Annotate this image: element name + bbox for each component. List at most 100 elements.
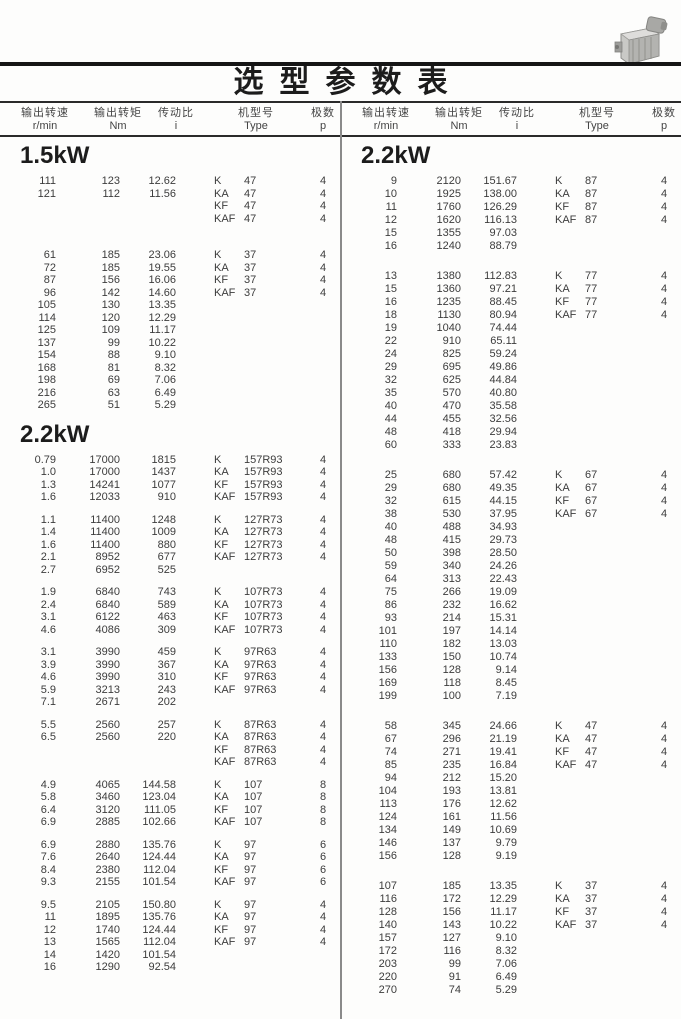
cell-output-torque: 11400 (90, 513, 120, 526)
cell-ratio: 150.80 (142, 898, 176, 911)
cell-ratio: 463 (157, 611, 176, 623)
cell-type-prefix (555, 534, 585, 547)
cell-output-torque: 615 (442, 495, 461, 507)
header-label: 机型号 (238, 106, 274, 119)
cell-poles: 4 (319, 200, 327, 212)
cell-poles (306, 387, 340, 400)
cell-type-model: 87 (585, 201, 598, 213)
cell-type-model: 97 (244, 851, 257, 863)
cell-ratio: 309 (157, 623, 176, 636)
cell-output-speed: 75 (384, 586, 397, 598)
cell-type-prefix (555, 785, 585, 798)
cell-ratio: 126.29 (483, 201, 517, 213)
cell-type-model: 107R73 (244, 586, 283, 598)
header-label: 极数 (311, 106, 335, 119)
cell-poles: 4 (319, 683, 327, 696)
header-output-speed: 输出转速 r/min (0, 103, 90, 135)
cell-type-model: 87R63 (244, 756, 277, 768)
cell-output-speed: 24 (384, 348, 397, 360)
row-block: 3.1 3990 459 K 97R63 4 3.9 3990 367 KA 97R63 4 4.6 39… (0, 646, 340, 709)
cell-output-torque: 1420 (95, 948, 120, 961)
cell-type-prefix: KAF (214, 551, 236, 563)
cell-output-speed: 59 (384, 560, 397, 572)
cell-output-torque: 1380 (436, 270, 461, 282)
cell-ratio: 23.83 (489, 439, 517, 451)
cell-ratio: 11.56 (490, 811, 517, 823)
cell-type-model: 47 (244, 212, 257, 225)
table-row: 32 615 44.15 KF 67 4 (341, 495, 681, 508)
cell-ratio: 40.80 (489, 387, 517, 399)
table-row: 14 1420 101.54 (0, 949, 340, 962)
cell-output-speed: 1.1 (40, 513, 56, 526)
cell-ratio: 135.76 (142, 911, 176, 923)
cell-type-prefix (555, 932, 585, 945)
cell-type-model: 127R73 (244, 513, 283, 526)
cell-output-torque: 51 (107, 399, 120, 411)
cell-poles: 4 (319, 286, 327, 299)
cell-poles (647, 772, 681, 785)
cell-type-prefix (214, 337, 244, 350)
cell-type-model (585, 664, 641, 677)
cell-poles (647, 322, 681, 335)
table-row: 203 99 7.06 (341, 958, 681, 971)
cell-output-torque: 2560 (95, 731, 120, 743)
cell-output-speed: 2.1 (40, 551, 56, 563)
cell-ratio: 74.44 (489, 322, 517, 334)
cell-output-speed: 16 (384, 240, 397, 252)
cell-output-torque: 99 (107, 336, 120, 349)
header-output-torque: 输出转矩 Nm (90, 103, 146, 135)
cell-ratio: 525 (157, 563, 176, 576)
cell-poles (647, 534, 681, 547)
cell-output-speed: 2.4 (40, 598, 56, 611)
table-row: 3.1 3990 459 K 97R63 4 (0, 646, 340, 659)
cell-type-model (244, 299, 300, 312)
cell-type-model (585, 971, 641, 984)
cell-ratio: 37.95 (489, 508, 517, 520)
power-section-title: 2.2kW (20, 420, 90, 448)
cell-ratio: 11.17 (149, 324, 176, 336)
cell-type-prefix: K (214, 718, 222, 731)
table-row: 146 137 9.79 (341, 837, 681, 850)
cell-output-torque: 99 (448, 958, 461, 970)
header-label: 极数 (652, 106, 676, 119)
cell-output-speed: 4.9 (40, 778, 56, 791)
cell-output-speed: 105 (37, 299, 56, 311)
header-type: 机型号 Type (206, 103, 306, 135)
cell-poles (306, 961, 340, 974)
table-row: 156 128 9.14 (341, 664, 681, 677)
cell-poles: 4 (319, 551, 327, 563)
cell-poles (647, 240, 681, 253)
cell-ratio: 367 (157, 658, 176, 671)
cell-poles: 4 (660, 746, 668, 758)
cell-ratio: 19.41 (489, 746, 517, 758)
cell-type-prefix: KA (214, 791, 229, 803)
cell-ratio: 10.22 (148, 336, 176, 349)
cell-output-torque: 118 (443, 677, 461, 689)
cell-output-torque (56, 744, 120, 757)
cell-ratio: 65.11 (490, 335, 517, 347)
cell-poles: 4 (319, 756, 327, 768)
cell-poles (647, 984, 681, 997)
cell-poles (306, 949, 340, 962)
cell-type-prefix: KA (214, 466, 229, 478)
table-row: 15 1355 97.03 (341, 227, 681, 240)
cell-poles: 4 (660, 720, 668, 732)
cell-output-speed: 1.4 (40, 526, 56, 538)
cell-ratio: 35.58 (489, 400, 517, 412)
cell-ratio: 589 (157, 598, 176, 611)
cell-type-model: 37 (585, 906, 598, 918)
cell-output-torque: 2885 (95, 816, 120, 828)
cell-type-model: 87 (585, 175, 598, 187)
table-row: 58 345 24.66 K 47 4 (341, 720, 681, 733)
cell-ratio: 19.55 (148, 261, 176, 274)
cell-output-speed: 72 (43, 261, 56, 274)
cell-ratio: 8.32 (495, 945, 517, 957)
cell-ratio: 124.44 (142, 851, 176, 863)
cell-output-torque: 2120 (436, 175, 461, 187)
cell-poles (647, 227, 681, 240)
table-row: 61 185 23.06 K 37 4 (0, 249, 340, 262)
cell-poles: 4 (319, 249, 327, 261)
cell-output-torque: 1290 (95, 961, 120, 973)
table-row: 265 51 5.29 (0, 399, 340, 412)
cell-ratio: 88.45 (489, 296, 517, 308)
